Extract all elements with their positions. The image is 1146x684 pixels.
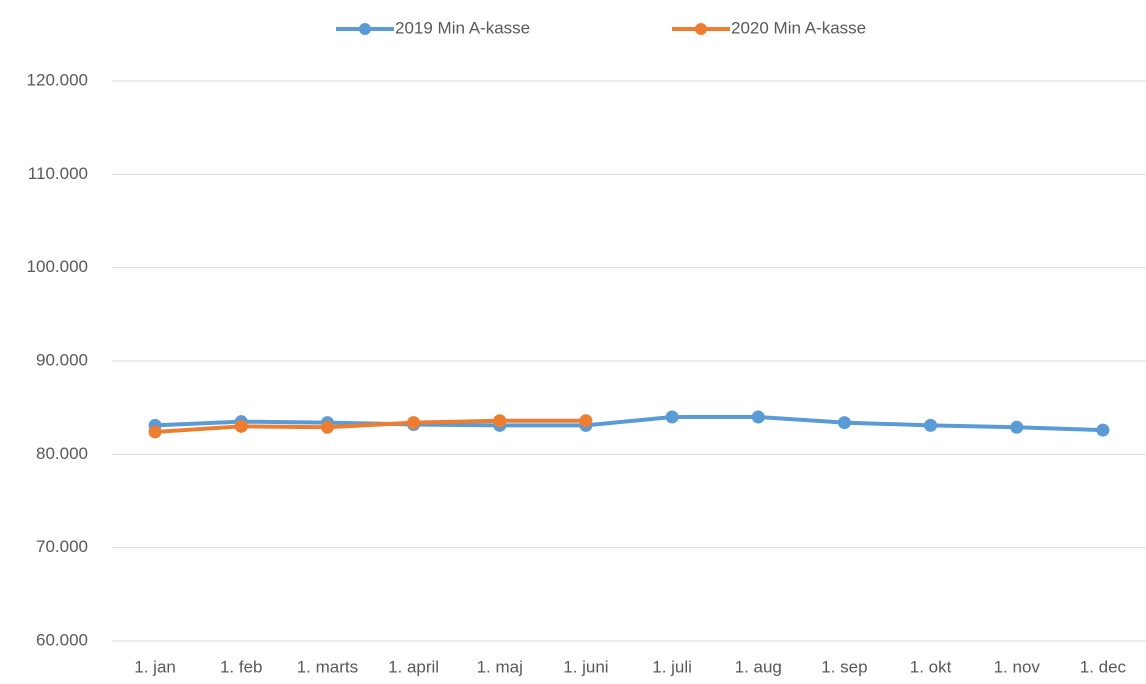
x-tick-label: 1. sep xyxy=(821,657,867,676)
data-point xyxy=(320,420,334,434)
y-tick-label: 100.000 xyxy=(27,257,88,276)
series-line xyxy=(154,415,1103,433)
legend-label: 2019 Min A-kasse xyxy=(395,18,530,37)
x-tick-label: 1. dec xyxy=(1080,657,1127,676)
data-point xyxy=(837,416,851,430)
data-point xyxy=(665,410,679,424)
data-point xyxy=(148,425,162,439)
data-point xyxy=(234,419,248,433)
y-tick-label: 110.000 xyxy=(28,164,88,183)
x-tick-label: 1. juli xyxy=(652,657,692,676)
data-point xyxy=(579,414,593,428)
data-point xyxy=(751,410,765,424)
x-tick-label: 1. jan xyxy=(134,657,176,676)
x-tick-label: 1. marts xyxy=(297,657,358,676)
x-tick-label: 1. nov xyxy=(994,657,1041,676)
x-tick-label: 1. juni xyxy=(563,657,608,676)
y-tick-label: 120.000 xyxy=(27,70,88,89)
x-tick-label: 1. feb xyxy=(220,657,263,676)
data-point xyxy=(407,416,421,430)
x-tick-label: 1. april xyxy=(388,657,439,676)
legend-label: 2020 Min A-kasse xyxy=(731,18,866,37)
data-point xyxy=(1010,420,1024,434)
y-tick-label: 80.000 xyxy=(36,444,88,463)
x-tick-label: 1. maj xyxy=(477,657,523,676)
y-tick-label: 60.000 xyxy=(36,630,88,649)
legend-marker xyxy=(359,23,371,35)
x-tick-label: 1. okt xyxy=(910,657,952,676)
x-tick-label: 1. aug xyxy=(735,657,782,676)
data-point xyxy=(493,414,507,428)
legend-marker xyxy=(695,23,707,35)
data-point xyxy=(1096,423,1110,437)
data-point xyxy=(924,418,938,432)
series-line xyxy=(154,418,586,434)
y-tick-label: 70.000 xyxy=(36,537,88,556)
y-tick-label: 90.000 xyxy=(36,350,88,369)
